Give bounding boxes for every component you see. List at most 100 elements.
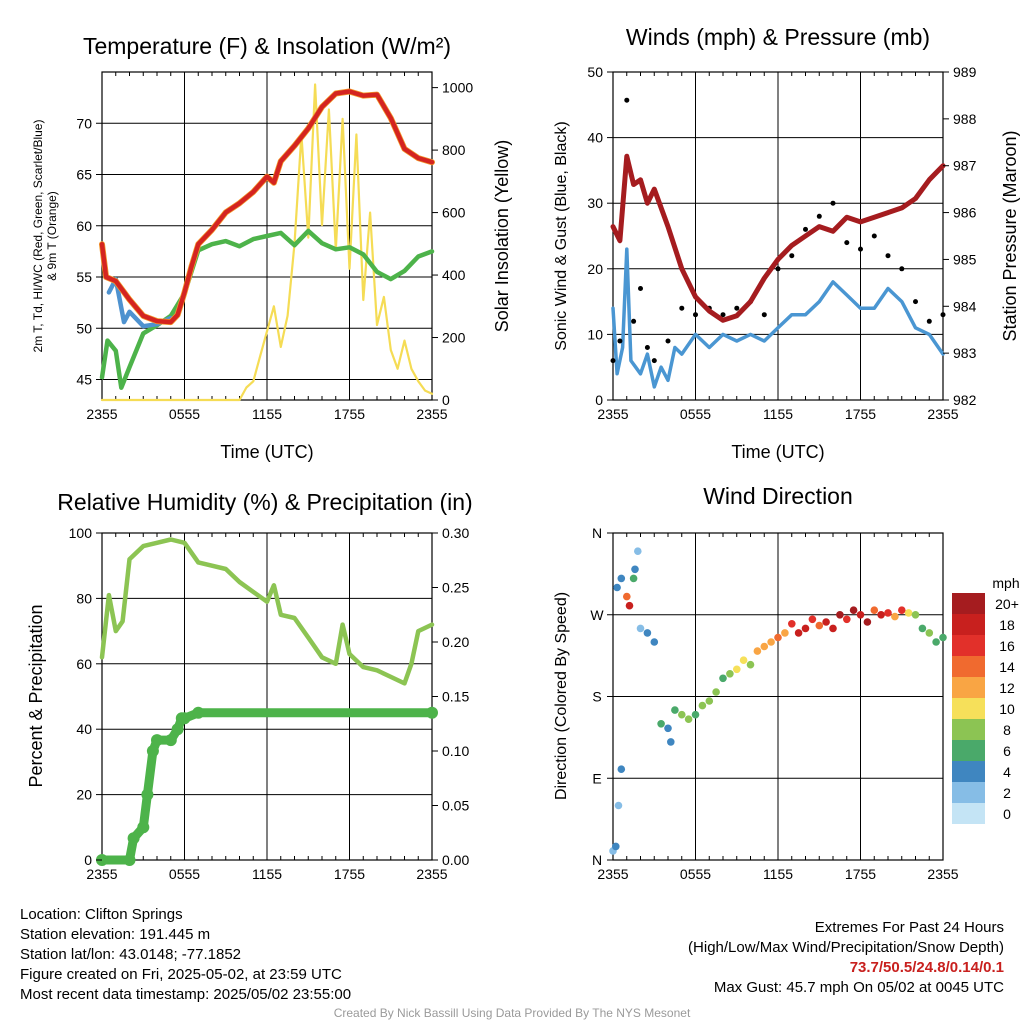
dir-point [781,629,789,637]
precip-point [178,712,191,725]
dir-point [891,612,899,621]
temp-y2tick-label: 0 [442,392,450,408]
temp-ylabel-2: & 9m T (Orange) [45,191,59,281]
dewpoint-line [99,228,435,390]
wind-y2tick-label: 983 [953,345,977,361]
dir-xtick-label: 2355 [927,866,958,882]
gust-point [816,213,822,219]
legend-label: 18 [999,617,1015,633]
dir-point [884,609,892,617]
gust-point [651,358,657,364]
wind-xtick-label: 0555 [680,406,711,422]
dir-point [671,706,679,714]
dir-point [746,660,755,669]
extremes-info: Extremes For Past 24 Hours (High/Low/Max… [688,918,1004,998]
rh-y2tick-label: 0.10 [442,743,469,759]
dir-point [753,647,762,655]
dir-point [623,592,631,601]
temp-xlabel: Time (UTC) [220,442,313,462]
rh-y2tick-label: 0.20 [442,634,469,650]
dir-xtick-label: 2355 [597,866,628,882]
dir-point [794,629,803,637]
dir-ytick-label: N [592,525,602,541]
dir-point [774,633,782,642]
gust-point [899,266,905,272]
solar-line [100,83,434,402]
dir-title: Wind Direction [703,483,853,509]
station-latlon: Station lat/lon: 43.0148; -77.1852 [20,946,242,963]
rh-xtick-label: 1755 [334,866,365,882]
precip-point [123,854,136,866]
gust-point [830,200,836,206]
dir-point [801,624,810,633]
temp-xtick-label: 1755 [334,406,365,422]
gust-point [871,233,877,239]
dir-point [650,638,659,646]
dir-point [613,583,621,592]
dir-point [631,565,639,574]
dir-ytick-label: E [592,770,601,786]
wind-xtick-label: 1755 [845,406,876,422]
wind-xtick-label: 2355 [927,406,958,422]
wind-y2tick-label: 986 [953,205,977,221]
dir-point [898,606,906,614]
wind-ytick-label: 20 [587,261,603,277]
wind-y2tick-label: 988 [953,111,977,127]
station-info: Location: Clifton Springs Station elevat… [20,905,351,1005]
temp-ytick-label: 45 [76,372,92,388]
wind-y2tick-label: 985 [953,251,977,267]
temp-frame [101,71,433,401]
wind-xlabel: Time (UTC) [731,442,824,462]
rh-ytick-label: 100 [69,525,93,541]
rh-ytick-label: 80 [76,590,92,606]
temp-ylabel-right: Solar Insolation (Yellow) [492,140,512,332]
gust-point [624,97,630,103]
dir-point [617,765,626,773]
temp-y2tick-label: 800 [442,142,466,158]
temp-ytick-label: 65 [76,167,92,183]
legend-swatch [952,656,985,677]
dir-point [636,624,645,633]
legend-swatch [952,740,985,761]
dir-ytick-label: S [592,689,601,705]
legend-swatch [952,635,985,656]
precip-point [164,734,177,747]
dir-point [788,620,796,628]
gust-point [631,318,637,324]
rh-y2tick-label: 0.15 [442,689,469,705]
dir-point [760,642,769,651]
recent-timestamp: Most recent data timestamp: 2025/05/02 2… [20,986,352,1003]
dir-point [691,710,700,719]
wind-line [611,247,945,389]
gust-point [617,338,623,344]
dir-point [698,701,707,710]
precip-point [151,734,163,747]
dir-point [643,629,652,637]
gust-point [940,312,946,318]
legend-swatch [952,677,985,698]
temp-y2tick-label: 600 [442,205,466,221]
precip-point [137,821,150,834]
gust-point [644,345,650,350]
dir-point [904,609,913,617]
rh-xtick-label: 0555 [169,866,200,882]
wind-y2tick-label: 989 [953,64,977,80]
precip-point [192,706,205,719]
legend-swatch [952,698,985,719]
temp-y2tick-label: 400 [442,267,466,283]
gust-point [734,305,740,311]
wind-ytick-label: 0 [595,392,603,408]
dir-point [612,842,620,851]
legend-label: 2 [1003,785,1011,801]
wind-xtick-label: 1155 [763,406,793,422]
station-location: Location: Clifton Springs [20,906,183,923]
dir-point [634,547,642,555]
temp-line [99,89,435,325]
dir-point [733,665,741,674]
dir-point [726,670,734,678]
temp-ytick-label: 55 [76,269,92,285]
dir-point [836,611,844,619]
extremes-values: 73.7/50.5/24.8/0.14/0.1 [849,959,1004,976]
dir-point [815,621,824,630]
legend-label: 4 [1003,764,1011,780]
